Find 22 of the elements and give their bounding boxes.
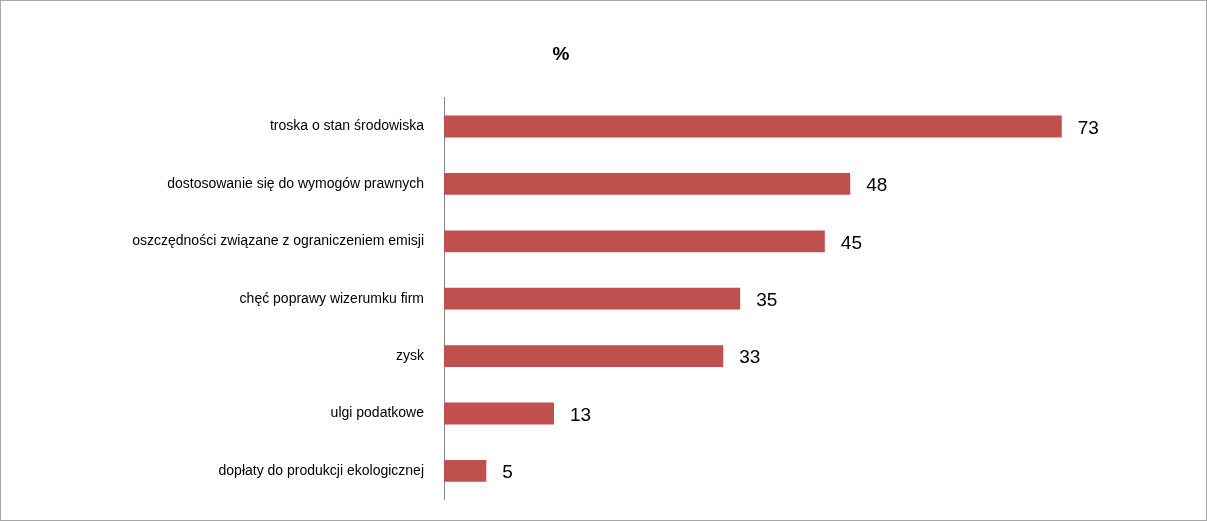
data-label: 13 [570, 403, 592, 425]
bar [444, 402, 555, 425]
data-label: 33 [739, 346, 761, 368]
chart-title: % [552, 42, 570, 64]
bar [444, 287, 741, 310]
data-label: 35 [756, 288, 778, 310]
bar [444, 345, 724, 368]
data-label: 73 [1077, 116, 1099, 138]
data-label: 48 [866, 174, 888, 196]
y-tick-label: oszczędności związane z ograniczeniem emisji [132, 232, 424, 249]
bar [444, 115, 1062, 138]
y-tick-label: chęć poprawy wizerumku firm [239, 289, 424, 306]
bar [444, 230, 825, 253]
bar [444, 459, 487, 482]
y-tick-label: zysk [396, 346, 425, 363]
data-label: 45 [840, 231, 862, 253]
y-tick-label: ulgi podatkowe [330, 404, 425, 421]
y-tick-label: dopłaty do produkcji ekologicznej [218, 461, 424, 478]
y-tick-label: dostosowanie się do wymogów prawnych [167, 174, 424, 191]
data-label: 5 [502, 461, 513, 483]
bar [444, 172, 851, 195]
y-tick-label: troska o stan środowiska [269, 117, 425, 134]
